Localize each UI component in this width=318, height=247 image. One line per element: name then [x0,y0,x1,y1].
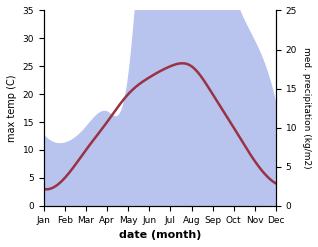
Y-axis label: med. precipitation (kg/m2): med. precipitation (kg/m2) [302,47,311,169]
Y-axis label: max temp (C): max temp (C) [7,74,17,142]
X-axis label: date (month): date (month) [119,230,201,240]
